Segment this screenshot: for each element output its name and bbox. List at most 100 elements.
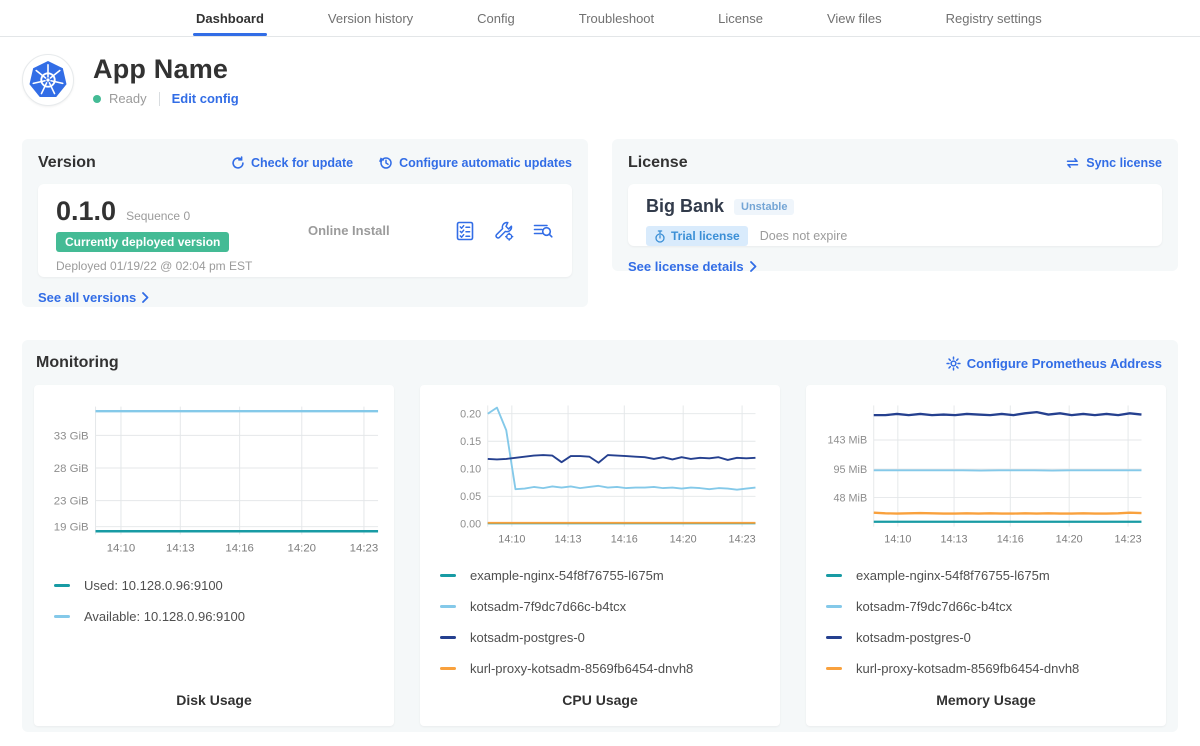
legend-item: example-nginx-54f8f76755-l675m: [826, 568, 1158, 583]
deploy-logs-icon[interactable]: [532, 220, 554, 242]
tab-license[interactable]: License: [715, 0, 766, 36]
legend-swatch: [826, 605, 842, 608]
svg-text:14:20: 14:20: [288, 542, 317, 554]
see-license-details-link[interactable]: See license details: [628, 259, 757, 274]
version-number: 0.1.0: [56, 196, 116, 227]
svg-text:14:13: 14:13: [941, 534, 968, 546]
license-expiry: Does not expire: [760, 229, 848, 243]
tab-registry-settings[interactable]: Registry settings: [943, 0, 1045, 36]
sync-license-link[interactable]: Sync license: [1065, 156, 1162, 170]
svg-text:14:23: 14:23: [350, 542, 379, 554]
refresh-icon: [231, 156, 245, 170]
tab-troubleshoot[interactable]: Troubleshoot: [576, 0, 657, 36]
legend-swatch: [440, 574, 456, 577]
clock-refresh-icon: [379, 156, 393, 170]
legend-label: Available: 10.128.0.96:9100: [84, 609, 245, 624]
tab-config[interactable]: Config: [474, 0, 518, 36]
svg-text:14:23: 14:23: [729, 534, 756, 546]
see-all-versions-link[interactable]: See all versions: [38, 290, 149, 305]
legend-swatch: [440, 636, 456, 639]
check-for-update-label: Check for update: [251, 156, 353, 170]
chart-legend-cpu-usage: example-nginx-54f8f76755-l675m kotsadm-7f…: [440, 568, 772, 692]
legend-item: kotsadm-7f9dc7d66c-b4tcx: [440, 599, 772, 614]
app-name: App Name: [93, 54, 239, 85]
see-all-versions-label: See all versions: [38, 290, 136, 305]
top-nav: Dashboard Version history Config Troublesho…: [0, 0, 1200, 37]
version-sequence: Sequence 0: [126, 209, 190, 223]
license-card: License Sync license Big Bank Unstable: [612, 139, 1178, 271]
legend-swatch: [54, 584, 70, 587]
legend-swatch: [440, 667, 456, 670]
svg-text:14:13: 14:13: [166, 542, 195, 554]
legend-item: kurl-proxy-kotsadm-8569fb6454-dnvh8: [440, 661, 772, 676]
chart-card-memory-usage: 48 MiB95 MiB143 MiB14:1014:1314:1614:201…: [806, 385, 1166, 726]
monitoring-title: Monitoring: [36, 354, 119, 372]
license-name: Big Bank: [646, 196, 724, 217]
svg-text:14:10: 14:10: [884, 534, 911, 546]
svg-text:19 GiB: 19 GiB: [54, 522, 89, 534]
chevron-right-icon: [142, 292, 149, 303]
svg-text:14:23: 14:23: [1115, 534, 1142, 546]
monitoring-card: Monitoring Configure Prometheus Address …: [22, 340, 1178, 732]
tab-view-files[interactable]: View files: [824, 0, 885, 36]
chart-plot-memory-usage: 48 MiB95 MiB143 MiB14:1014:1314:1614:201…: [814, 397, 1158, 552]
svg-text:0.10: 0.10: [460, 464, 481, 476]
legend-item: example-nginx-54f8f76755-l675m: [440, 568, 772, 583]
svg-text:95 MiB: 95 MiB: [834, 464, 868, 476]
deployed-badge: Currently deployed version: [56, 232, 229, 252]
svg-text:0.05: 0.05: [460, 491, 481, 503]
check-for-update-link[interactable]: Check for update: [231, 156, 353, 170]
divider: [159, 92, 160, 106]
configure-prometheus-label: Configure Prometheus Address: [967, 356, 1162, 371]
configure-prometheus-link[interactable]: Configure Prometheus Address: [946, 356, 1162, 371]
chart-card-disk-usage: 19 GiB23 GiB28 GiB33 GiB14:1014:1314:161…: [34, 385, 394, 726]
svg-text:0.15: 0.15: [460, 436, 481, 448]
preflight-checks-icon[interactable]: [454, 220, 476, 242]
tab-dashboard[interactable]: Dashboard: [193, 0, 267, 36]
legend-item: kotsadm-7f9dc7d66c-b4tcx: [826, 599, 1158, 614]
chart-title-memory-usage: Memory Usage: [814, 692, 1158, 712]
sync-icon: [1065, 157, 1080, 169]
configure-auto-updates-link[interactable]: Configure automatic updates: [379, 156, 572, 170]
legend-swatch: [826, 667, 842, 670]
legend-swatch: [826, 574, 842, 577]
install-type: Online Install: [308, 196, 454, 265]
legend-label: Used: 10.128.0.96:9100: [84, 578, 223, 593]
legend-label: example-nginx-54f8f76755-l675m: [856, 568, 1050, 583]
configure-auto-updates-label: Configure automatic updates: [399, 156, 572, 170]
legend-label: example-nginx-54f8f76755-l675m: [470, 568, 664, 583]
config-values-icon[interactable]: [493, 220, 515, 242]
chart-card-cpu-usage: 0.000.050.100.150.2014:1014:1314:1614:20…: [420, 385, 780, 726]
svg-text:23 GiB: 23 GiB: [54, 496, 89, 508]
chart-title-disk-usage: Disk Usage: [42, 692, 386, 712]
tab-version-history[interactable]: Version history: [325, 0, 416, 36]
gear-icon: [946, 356, 961, 371]
license-title: License: [628, 154, 688, 172]
legend-label: kotsadm-7f9dc7d66c-b4tcx: [856, 599, 1012, 614]
app-header: App Name Ready Edit config: [22, 54, 1178, 106]
edit-config-link[interactable]: Edit config: [172, 91, 239, 106]
legend-item: Used: 10.128.0.96:9100: [54, 578, 386, 593]
see-license-details-label: See license details: [628, 259, 744, 274]
svg-text:14:20: 14:20: [670, 534, 697, 546]
svg-text:14:13: 14:13: [555, 534, 582, 546]
chart-plot-cpu-usage: 0.000.050.100.150.2014:1014:1314:1614:20…: [428, 397, 772, 552]
svg-text:33 GiB: 33 GiB: [54, 430, 89, 442]
stopwatch-icon: [654, 230, 666, 243]
legend-item: kotsadm-postgres-0: [826, 630, 1158, 645]
version-title: Version: [38, 154, 96, 172]
svg-text:14:16: 14:16: [997, 534, 1024, 546]
svg-text:0.00: 0.00: [460, 519, 481, 531]
legend-item: kotsadm-postgres-0: [440, 630, 772, 645]
svg-text:0.20: 0.20: [460, 408, 481, 420]
svg-text:14:16: 14:16: [225, 542, 254, 554]
chevron-right-icon: [750, 261, 757, 272]
channel-badge: Unstable: [734, 199, 794, 215]
chart-title-cpu-usage: CPU Usage: [428, 692, 772, 712]
trial-license-label: Trial license: [671, 229, 740, 243]
svg-text:14:16: 14:16: [611, 534, 638, 546]
legend-item: kurl-proxy-kotsadm-8569fb6454-dnvh8: [826, 661, 1158, 676]
legend-label: kurl-proxy-kotsadm-8569fb6454-dnvh8: [470, 661, 693, 676]
svg-text:48 MiB: 48 MiB: [834, 492, 868, 504]
chart-legend-memory-usage: example-nginx-54f8f76755-l675m kotsadm-7f…: [826, 568, 1158, 692]
